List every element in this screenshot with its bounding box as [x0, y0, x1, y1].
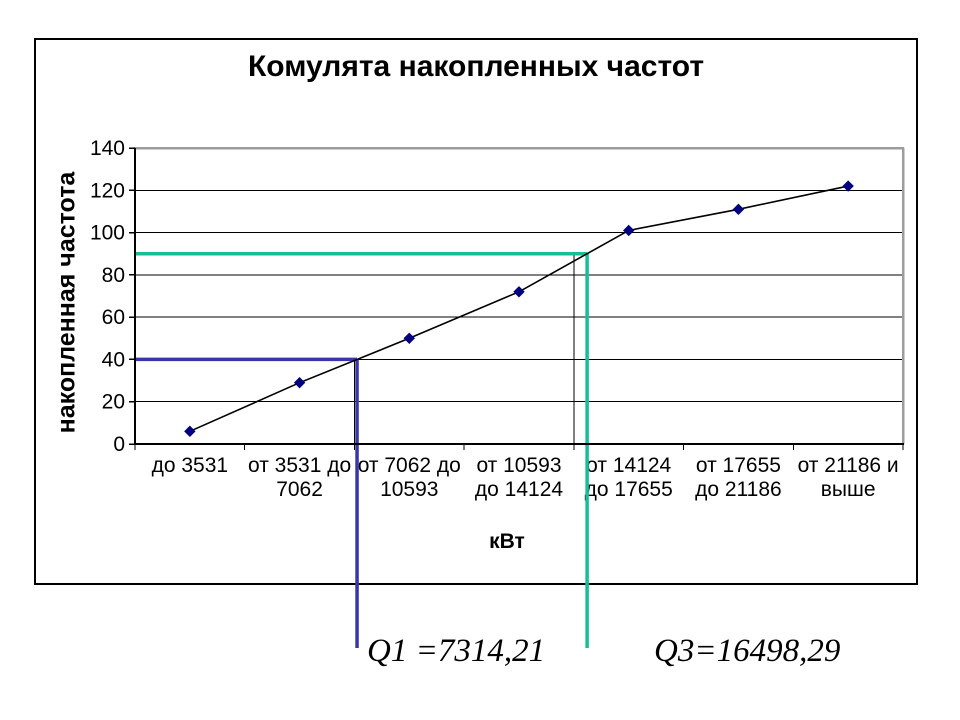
x-category-label: от 21186 и выше: [798, 454, 899, 501]
y-tick-label: 20: [102, 391, 125, 414]
x-category-label: от 3531 до 7062: [248, 454, 351, 501]
chart-title: Комулята накопленных частот: [247, 50, 705, 83]
data-point-marker: [184, 425, 196, 438]
y-tick-label: 120: [90, 179, 125, 202]
x-category-label: от 14124 до 17655: [585, 454, 673, 501]
x-axis-title: кВт: [489, 530, 525, 553]
x-category-label: от 7062 до 10593: [358, 454, 461, 501]
data-point-marker: [623, 224, 635, 237]
x-category-label: от 10593 до 14124: [475, 454, 563, 501]
y-tick-label: 60: [102, 306, 125, 329]
data-point-marker: [513, 286, 525, 298]
y-tick-label: 140: [90, 137, 125, 160]
data-point-marker: [403, 332, 415, 344]
x-category-label: до 3531: [152, 454, 228, 477]
y-tick-label: 0: [113, 433, 125, 456]
cumulate-line: [189, 185, 849, 433]
q1-annotation: Q1 =7314,21: [367, 633, 546, 669]
q3-annotation: Q3=16498,29: [654, 633, 841, 669]
x-category-label: от 17655 до 21186: [695, 454, 782, 501]
y-tick-label: 80: [102, 264, 125, 287]
chart-frame: [34, 38, 918, 585]
data-point-marker: [293, 376, 306, 389]
y-tick-label: 40: [102, 348, 125, 371]
y-tick-label: 100: [90, 222, 125, 245]
data-point-marker: [732, 203, 745, 216]
data-point-marker: [842, 180, 854, 192]
